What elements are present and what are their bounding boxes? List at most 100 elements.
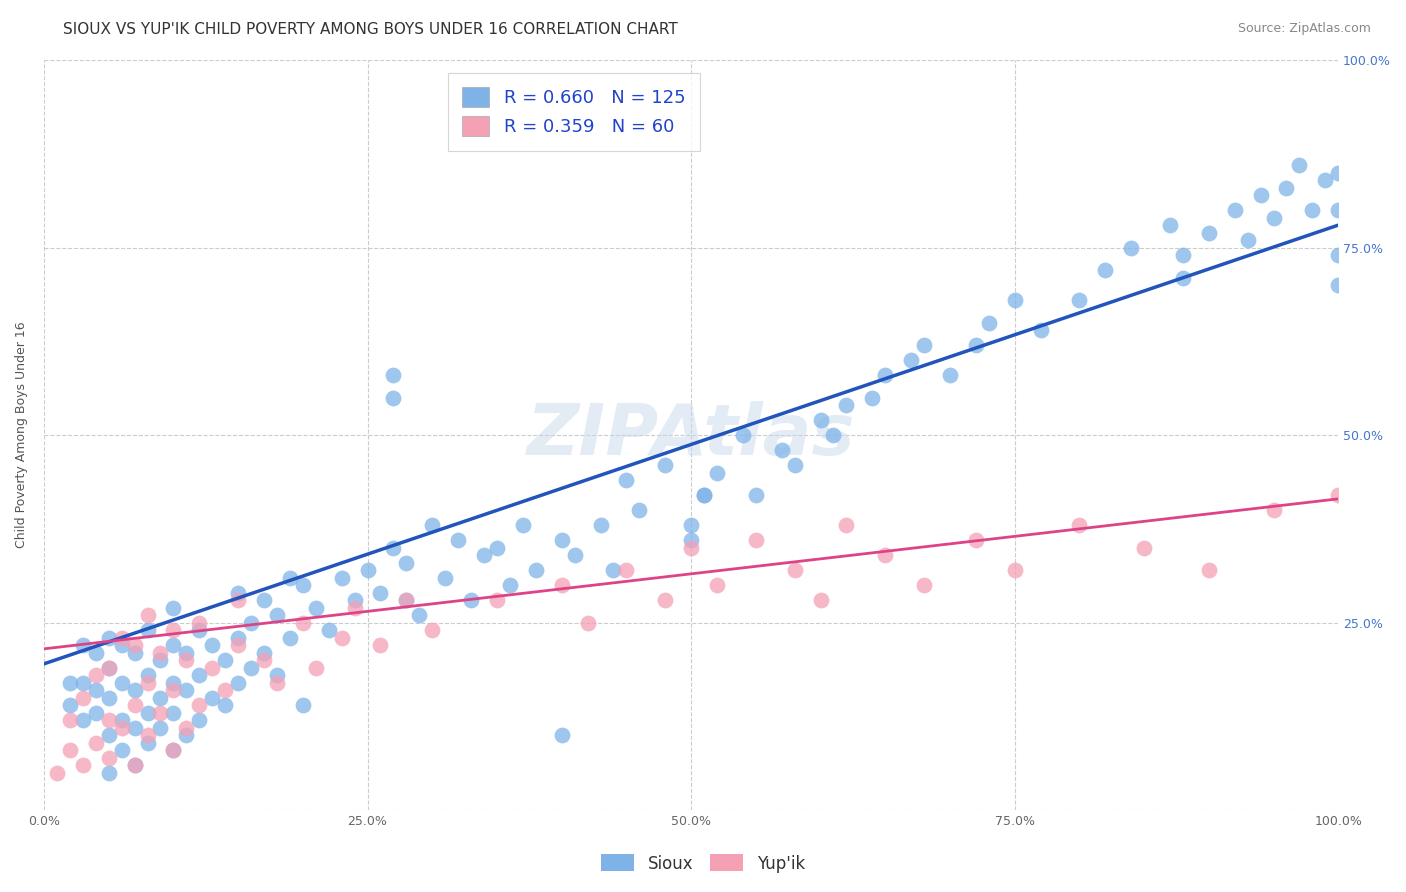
Point bbox=[835, 518, 858, 533]
Point bbox=[226, 631, 249, 645]
Point bbox=[835, 398, 858, 412]
Point bbox=[97, 660, 120, 674]
Point bbox=[84, 683, 107, 698]
Text: SIOUX VS YUP'IK CHILD POVERTY AMONG BOYS UNDER 16 CORRELATION CHART: SIOUX VS YUP'IK CHILD POVERTY AMONG BOYS… bbox=[63, 22, 678, 37]
Point bbox=[810, 593, 832, 607]
Point bbox=[745, 488, 768, 502]
Point bbox=[278, 631, 301, 645]
Point bbox=[124, 638, 146, 652]
Point bbox=[965, 338, 987, 352]
Point bbox=[97, 728, 120, 742]
Point bbox=[706, 578, 728, 592]
Point bbox=[1327, 203, 1350, 218]
Point bbox=[1198, 226, 1220, 240]
Point bbox=[382, 391, 405, 405]
Point bbox=[162, 743, 184, 757]
Point bbox=[395, 556, 418, 570]
Point bbox=[420, 518, 443, 533]
Point bbox=[226, 675, 249, 690]
Point bbox=[97, 765, 120, 780]
Point bbox=[136, 675, 159, 690]
Point bbox=[485, 593, 508, 607]
Point bbox=[564, 548, 586, 562]
Point bbox=[266, 608, 288, 623]
Point bbox=[1133, 541, 1156, 555]
Point bbox=[84, 668, 107, 682]
Point bbox=[356, 563, 378, 577]
Point bbox=[149, 721, 172, 735]
Point bbox=[97, 750, 120, 764]
Point bbox=[550, 533, 572, 547]
Point bbox=[1263, 211, 1285, 225]
Y-axis label: Child Poverty Among Boys Under 16: Child Poverty Among Boys Under 16 bbox=[15, 322, 28, 549]
Point bbox=[1288, 158, 1310, 172]
Point bbox=[149, 653, 172, 667]
Point bbox=[176, 646, 198, 660]
Point bbox=[900, 353, 922, 368]
Point bbox=[124, 758, 146, 772]
Point bbox=[214, 698, 236, 712]
Point bbox=[124, 698, 146, 712]
Point bbox=[1301, 203, 1323, 218]
Point bbox=[693, 488, 716, 502]
Point bbox=[681, 518, 703, 533]
Point bbox=[434, 571, 457, 585]
Point bbox=[1327, 488, 1350, 502]
Point bbox=[45, 765, 67, 780]
Point bbox=[253, 646, 276, 660]
Point bbox=[214, 683, 236, 698]
Point bbox=[628, 503, 651, 517]
Point bbox=[512, 518, 534, 533]
Point bbox=[136, 608, 159, 623]
Point bbox=[318, 623, 340, 637]
Point bbox=[395, 593, 418, 607]
Point bbox=[59, 675, 82, 690]
Point bbox=[499, 578, 522, 592]
Point bbox=[550, 578, 572, 592]
Point bbox=[84, 646, 107, 660]
Point bbox=[97, 713, 120, 727]
Point bbox=[240, 660, 263, 674]
Point bbox=[188, 615, 211, 630]
Point bbox=[654, 458, 676, 472]
Point bbox=[912, 338, 935, 352]
Point bbox=[616, 473, 638, 487]
Point bbox=[226, 585, 249, 599]
Point bbox=[305, 600, 328, 615]
Point bbox=[188, 668, 211, 682]
Point bbox=[291, 698, 314, 712]
Point bbox=[266, 668, 288, 682]
Point bbox=[681, 533, 703, 547]
Point bbox=[1121, 241, 1143, 255]
Point bbox=[111, 631, 134, 645]
Point bbox=[1327, 248, 1350, 262]
Point bbox=[291, 578, 314, 592]
Point bbox=[214, 653, 236, 667]
Point bbox=[176, 653, 198, 667]
Point bbox=[810, 413, 832, 427]
Point bbox=[731, 428, 754, 442]
Point bbox=[124, 646, 146, 660]
Point bbox=[1223, 203, 1246, 218]
Point bbox=[745, 533, 768, 547]
Point bbox=[291, 615, 314, 630]
Point bbox=[72, 713, 94, 727]
Point bbox=[977, 316, 1000, 330]
Point bbox=[149, 646, 172, 660]
Point bbox=[447, 533, 470, 547]
Text: Source: ZipAtlas.com: Source: ZipAtlas.com bbox=[1237, 22, 1371, 36]
Point bbox=[524, 563, 547, 577]
Point bbox=[97, 631, 120, 645]
Point bbox=[278, 571, 301, 585]
Point bbox=[395, 593, 418, 607]
Point bbox=[370, 585, 392, 599]
Point bbox=[1315, 173, 1337, 187]
Legend: Sioux, Yup'ik: Sioux, Yup'ik bbox=[595, 847, 811, 880]
Point bbox=[162, 675, 184, 690]
Point bbox=[226, 593, 249, 607]
Point bbox=[201, 638, 224, 652]
Point bbox=[1094, 263, 1116, 277]
Point bbox=[84, 706, 107, 720]
Point bbox=[1171, 270, 1194, 285]
Point bbox=[783, 563, 806, 577]
